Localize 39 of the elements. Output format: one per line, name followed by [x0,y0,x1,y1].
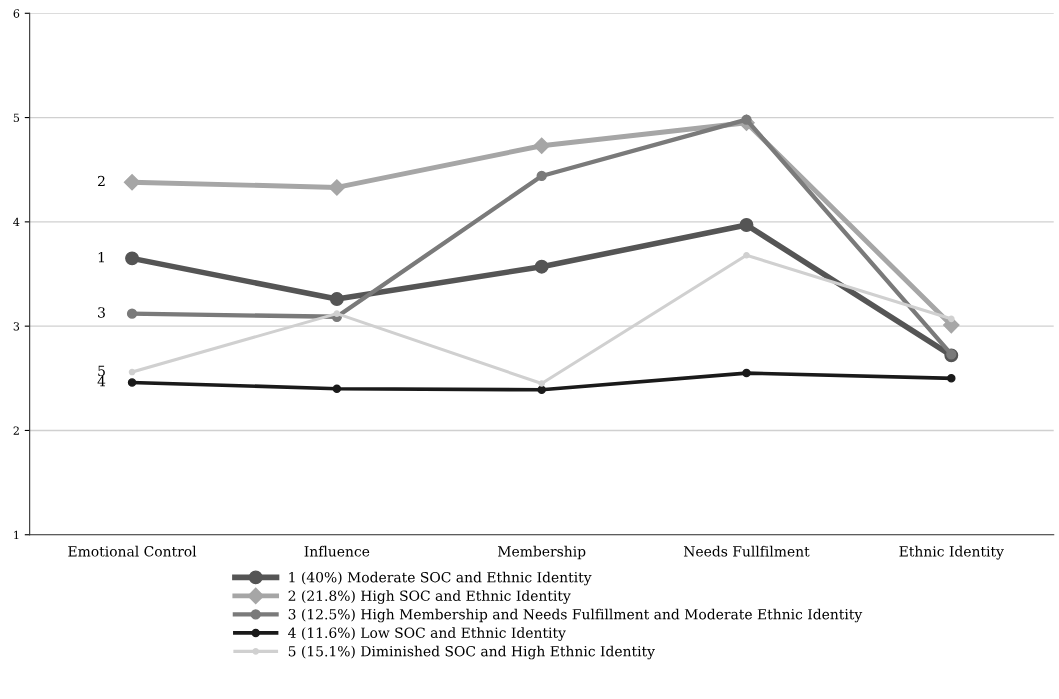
legend-label: 3 (12.5%) High Membership and Needs Fulfillment and Moderate Ethnic Identity [288,608,863,623]
point [332,384,342,393]
point [328,179,346,196]
x-tick-label: Influence [304,545,370,557]
y-tick-label: 6 [13,9,20,18]
legend-label: 1 (40%) Moderate SOC and Ethnic Identity [289,571,592,586]
point [534,259,549,274]
x-tick-label: Needs Fullfilment [683,545,810,557]
annotation: 4 [97,375,106,387]
x-tick-label: Emotional Control [68,545,197,557]
y-tick-label: 2 [13,426,19,435]
point [743,251,750,259]
point [742,368,751,378]
point [538,380,546,387]
point [947,374,956,383]
annotation: 3 [98,307,105,318]
point [126,308,138,319]
legend-label: 4 (11.6%) Low SOC and Ethnic Identity [288,627,566,641]
legend-label: 2 (21.8%) High SOC and Ethnic Identity [288,590,571,604]
point [127,378,137,387]
y-tick-label: 5 [13,113,20,122]
annotation: 1 [98,251,104,263]
y-tick-label: 1 [14,530,19,539]
annotation: 5 [98,365,105,377]
point [125,251,140,266]
point [739,218,754,232]
point [333,310,341,317]
point [536,170,547,182]
x-tick-label: Ethnic Identity [899,545,1004,560]
y-tick-label: 4 [13,217,20,227]
point [533,137,550,154]
annotation: 2 [98,175,105,187]
point [947,315,955,323]
x-tick-label: Membership [497,545,586,560]
point [329,292,344,306]
legend-label: 5 (15.1%) Diminished SOC and High Ethnic Identity [288,645,655,660]
point [128,368,136,376]
y-tick-label: 3 [13,322,20,331]
point [537,385,546,395]
